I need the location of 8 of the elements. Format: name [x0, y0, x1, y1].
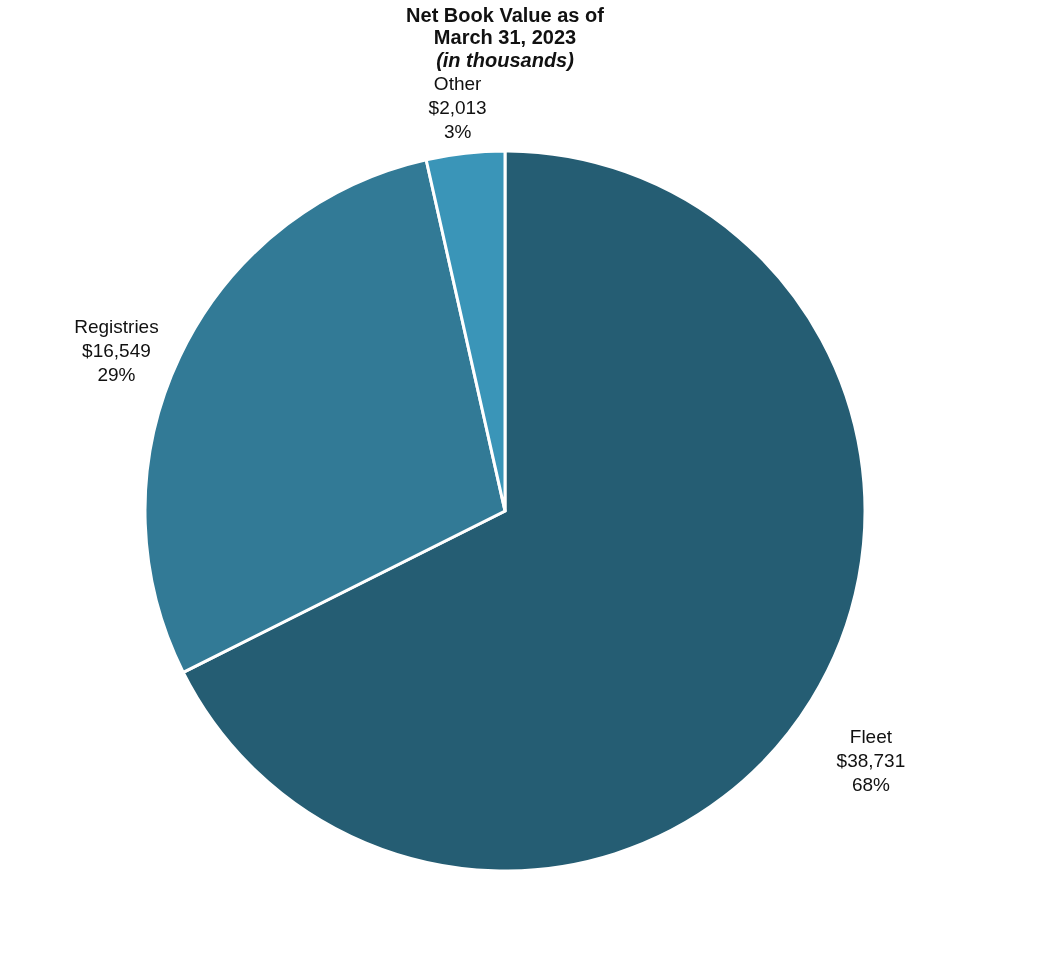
- chart-title: Net Book Value as of March 31, 2023: [406, 3, 605, 48]
- data-label: $38,731 68%: [836, 749, 906, 795]
- chart-subtitle: (in thousands): [436, 48, 575, 71]
- slice-label: Registries: [74, 315, 159, 337]
- data-label: $16,549 29%: [82, 339, 151, 385]
- slice-label: Fleet: [849, 725, 893, 747]
- data-label: $2,013 3%: [428, 96, 487, 142]
- slice-label: Other: [433, 72, 483, 94]
